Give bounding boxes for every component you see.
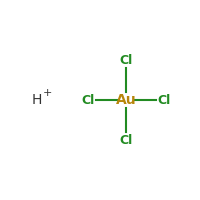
Text: Cl: Cl xyxy=(157,94,171,106)
Text: Cl: Cl xyxy=(119,53,133,66)
Text: Cl: Cl xyxy=(119,134,133,146)
Text: Cl: Cl xyxy=(81,94,95,106)
Text: Au: Au xyxy=(116,93,136,107)
Text: H: H xyxy=(32,93,42,107)
Text: +: + xyxy=(42,88,52,98)
